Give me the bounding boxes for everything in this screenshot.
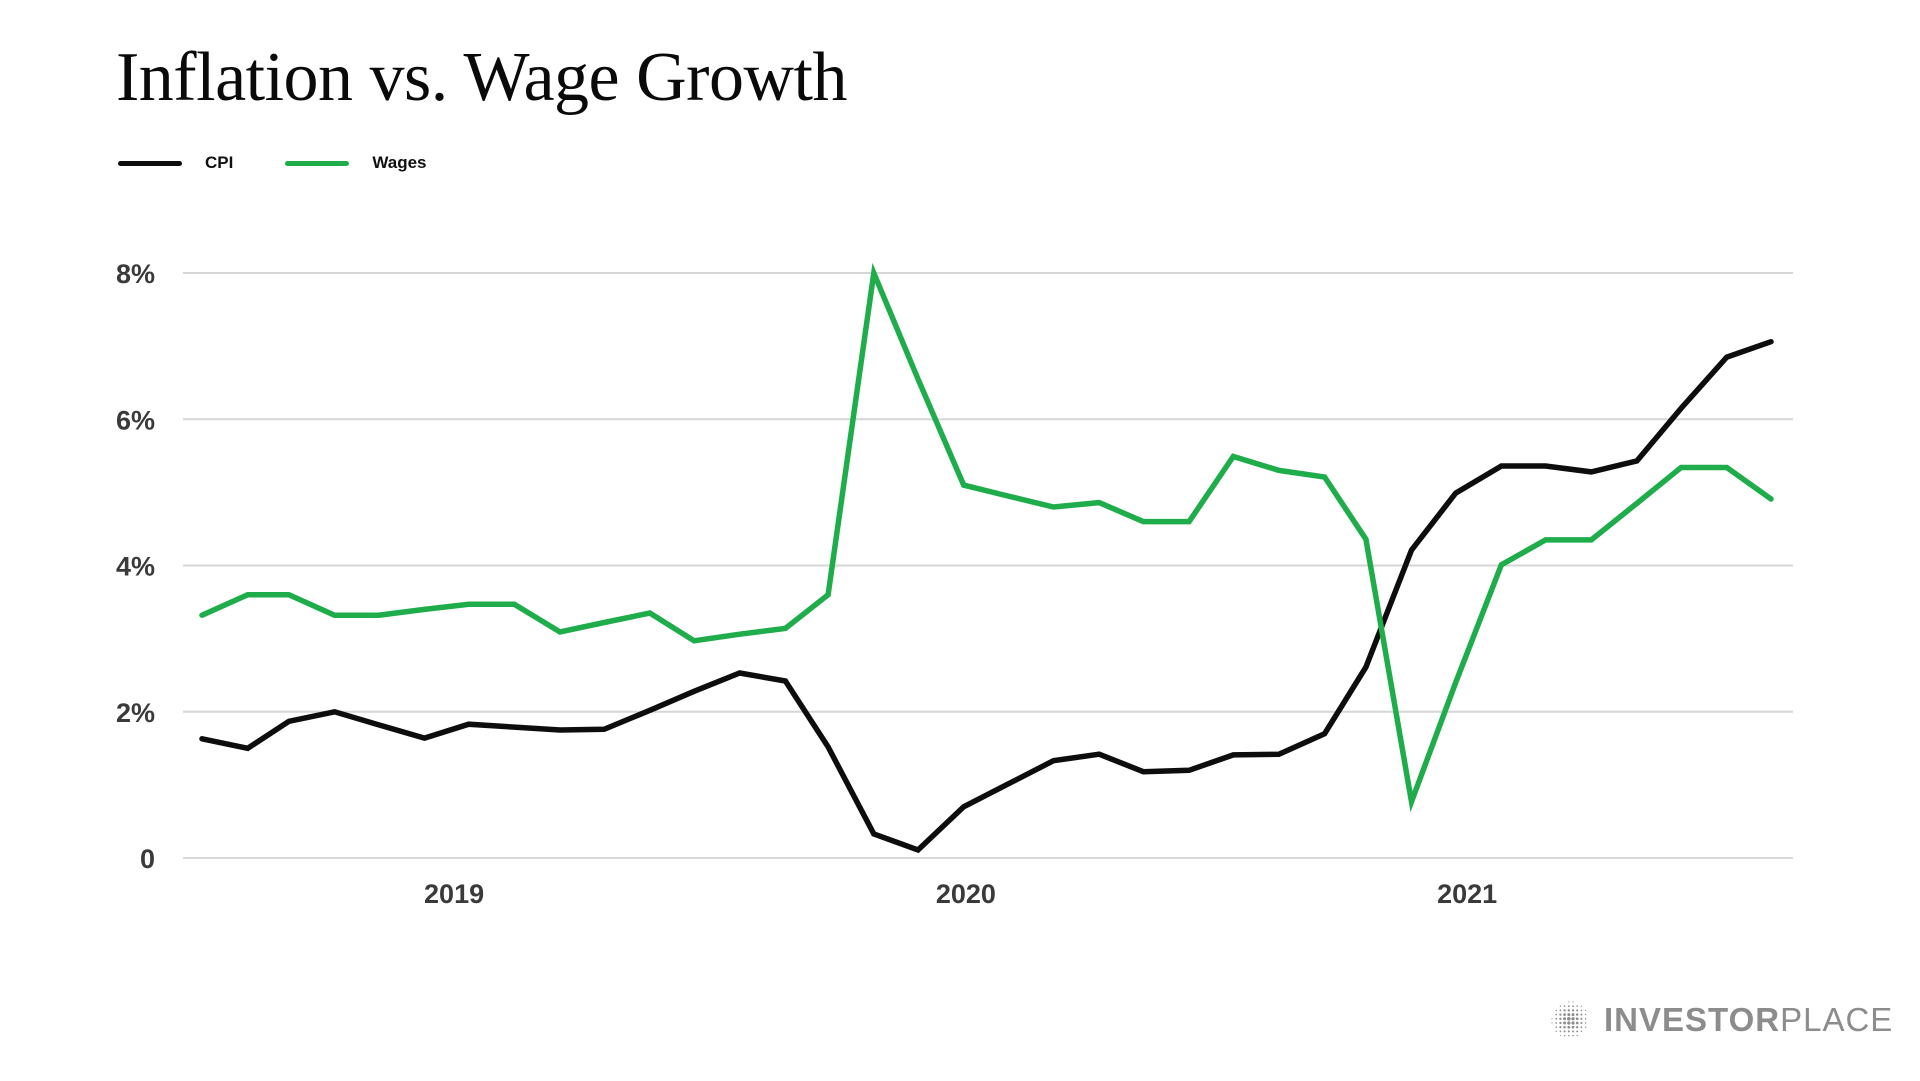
globe-dot [1563,1030,1566,1033]
y-tick-label: 8% [116,259,155,289]
series-lines [199,262,1774,854]
globe-dot [1571,1017,1575,1021]
globe-dot [1555,1022,1558,1024]
brand-name: INVESTORPLACE [1604,1001,1893,1039]
gridlines [183,272,1793,859]
series-line-cpi [199,338,1774,854]
legend-item-cpi: CPI [118,153,233,173]
y-tick-label: 6% [116,405,155,435]
x-tick-label: 2021 [1437,879,1497,909]
globe-dot [1580,1009,1583,1012]
globe-dot [1555,1030,1557,1032]
globe-dot [1572,1001,1574,1003]
globe-dot [1584,1026,1587,1028]
series-line-wages [199,262,1774,813]
globe-dot [1576,1034,1578,1037]
globe-dot [1567,1025,1571,1029]
legend-swatch-cpi [118,160,182,166]
globe-dot [1571,1021,1575,1025]
globe-dot [1555,1017,1558,1020]
globe-dot [1580,1013,1583,1016]
globe-dot [1567,1009,1570,1012]
legend: CPI Wages [118,150,479,176]
globe-dot [1555,1026,1557,1028]
globe-dot [1575,1013,1579,1016]
globe-dot [1555,1013,1558,1016]
globe-dot [1559,1013,1562,1016]
globe-dot [1563,1025,1566,1029]
brand-name-bold: INVESTOR [1604,1001,1781,1038]
x-tick-label: 2020 [936,879,996,909]
globe-dot [1555,1009,1557,1012]
globe-dot [1580,1017,1583,1020]
globe-dot [1559,1030,1562,1033]
legend-label-wages: Wages [372,153,427,172]
globe-dot [1568,1034,1570,1037]
globe-dot [1576,1009,1579,1012]
globe-dot [1576,1030,1579,1033]
globe-dot [1567,1005,1570,1008]
globe-dot [1571,1030,1575,1033]
globe-dot [1563,1009,1566,1012]
globe-dot [1559,1035,1561,1037]
globe-dot [1567,1021,1571,1025]
x-tick-label: 2019 [424,879,484,909]
globe-dot [1584,1022,1587,1024]
globe-dot [1563,1013,1566,1016]
globe-dot [1575,1017,1579,1021]
globe-dot [1572,1034,1574,1037]
globe-dot [1576,1005,1578,1007]
y-tick-label: 0 [140,844,155,874]
globe-dot [1563,1021,1567,1025]
y-tick-label: 2% [116,698,155,728]
globe-dot [1568,1001,1570,1003]
globe-dot [1585,1009,1587,1011]
legend-item-wages: Wages [285,153,427,173]
globe-dot [1563,1034,1566,1037]
y-tick-label: 4% [116,552,155,582]
globe-dot [1559,1009,1562,1012]
y-axis-labels: 0 2% 4% 6% 8% [116,259,155,874]
legend-label-cpi: CPI [205,153,234,172]
globe-dot [1575,1021,1579,1025]
globe-dot [1571,1025,1575,1029]
globe-dot [1559,1017,1562,1020]
globe-dot [1580,1030,1583,1033]
globe-dot [1571,1013,1575,1017]
globe-dot [1567,1030,1570,1033]
investorplace-logo: INVESTORPLACE [1550,1000,1893,1040]
globe-dot [1559,1005,1562,1007]
globe-dot [1563,1017,1567,1021]
globe-dot [1551,1018,1553,1020]
globe-dot [1559,1021,1562,1025]
globe-dot [1580,1021,1583,1025]
globe-dot [1571,1009,1575,1012]
globe-dot [1567,1017,1571,1021]
x-axis-labels: 2019 2020 2021 [424,879,1497,909]
globe-dot [1580,1005,1582,1007]
globe-dot [1559,1026,1562,1029]
globe-dot [1584,1013,1587,1016]
globe-dot [1576,1026,1579,1029]
globe-dot [1551,1022,1553,1024]
globe-dot [1580,1026,1583,1029]
globe-dot [1563,1005,1566,1008]
globe-dot [1572,1005,1574,1008]
globe-dot [1567,1013,1571,1017]
globe-dot [1584,1018,1587,1020]
chart-title: Inflation vs. Wage Growth [116,39,847,116]
globe-icon [1551,1001,1587,1037]
legend-swatch-wages [285,160,350,166]
brand-name-light: PLACE [1780,1001,1894,1038]
